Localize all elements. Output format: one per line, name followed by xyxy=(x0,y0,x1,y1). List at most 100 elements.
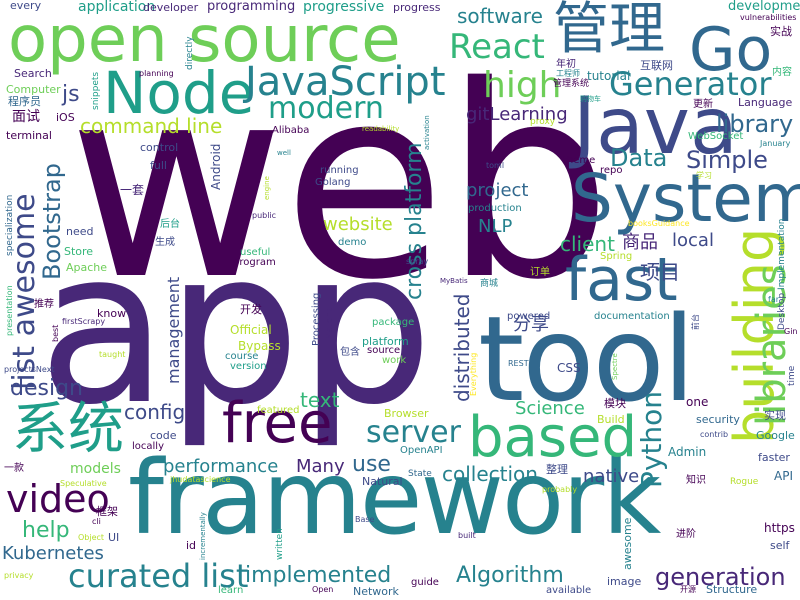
word-golang: Golang xyxy=(315,177,351,188)
word-toml: toml xyxy=(486,161,505,170)
word-image: image xyxy=(607,575,642,588)
word-documentation: documentation xyxy=(594,311,670,322)
word-incrementally: incrementally xyxy=(199,512,207,560)
word-fast: fast xyxy=(565,245,678,315)
word-based: based xyxy=(468,405,638,470)
word-useful: useful xyxy=(240,247,271,258)
word-yikuan: 一款 xyxy=(4,463,24,474)
word-probably: probably xyxy=(542,485,578,494)
word-browser: Browser xyxy=(384,407,429,420)
word-search: Search xyxy=(14,67,52,80)
word-package: package xyxy=(372,317,415,328)
word-system: System xyxy=(571,160,800,237)
word-open: Open xyxy=(312,585,334,594)
word-desktop: Desktop xyxy=(777,292,787,330)
word-material: Material xyxy=(325,303,335,340)
word-native: native xyxy=(583,466,640,487)
word-network: Network xyxy=(353,585,399,598)
word-library: library xyxy=(716,110,794,138)
word-progressive: progressive xyxy=(303,0,385,15)
word-cli: cli xyxy=(92,517,101,526)
word-xiangmu: 项目 xyxy=(640,260,680,284)
word-implementation: Implementation xyxy=(777,218,787,290)
word-shangpin: 商品 xyxy=(622,232,658,253)
word-need: need xyxy=(66,225,94,238)
word-javascript: JavaScript xyxy=(245,59,446,105)
word-cross-platform: cross platform xyxy=(402,142,427,300)
word-best: best xyxy=(51,324,60,342)
word-proxy: proxy xyxy=(530,117,556,127)
word-react: React xyxy=(449,27,545,67)
word-mybatis: MyBatis xyxy=(440,277,468,285)
word-version: version xyxy=(230,361,267,372)
word-vulnerabilities: vulnerabilities xyxy=(740,13,797,22)
word-performance: performance xyxy=(163,456,279,477)
word-yitao: 一套 xyxy=(120,183,145,197)
word-powered: powered xyxy=(507,311,551,322)
word-gongchengshi: 工程师 xyxy=(556,69,580,78)
word-developer: developer xyxy=(143,1,199,14)
word-course: course xyxy=(225,351,259,362)
word-xuexi: 学习 xyxy=(696,171,712,180)
word-production: production xyxy=(468,203,522,214)
word-security: security xyxy=(696,413,740,426)
word-chengxuyuan: 程序员 xyxy=(8,95,41,108)
word-shangcheng: 商城 xyxy=(480,279,499,289)
word-jinjie: 进阶 xyxy=(676,529,696,540)
word-software: software xyxy=(457,4,543,28)
word-zhengli: 整理 xyxy=(546,463,568,476)
word-help: help xyxy=(22,518,70,543)
word-openapi: OpenAPI xyxy=(400,445,443,456)
word-full: full xyxy=(150,159,167,172)
word-modern: modern xyxy=(268,91,384,126)
word-science: Science xyxy=(515,398,585,419)
word-learn: learn xyxy=(218,585,244,596)
word-apache: Apache xyxy=(66,261,108,274)
word-nianchu: 年初 xyxy=(556,59,576,70)
word-google: Google xyxy=(756,429,795,442)
word-websocket: WebSocket xyxy=(688,131,744,142)
word-awesome: awesome xyxy=(621,517,634,570)
word-repo: repo xyxy=(600,165,623,176)
word-zhishi: 知识 xyxy=(686,475,706,486)
word-gouwuche: 购物车 xyxy=(580,95,601,103)
word-running: running xyxy=(320,165,359,176)
word-node: Node xyxy=(103,59,255,127)
word-store: Store xyxy=(64,245,94,258)
word-https: https xyxy=(764,521,795,535)
word-available: available xyxy=(546,585,592,596)
word-privacy: privacy xyxy=(4,571,34,580)
word-directly: directly xyxy=(185,36,195,70)
word-kuangjia: 框架 xyxy=(96,505,118,518)
word-ios: iOS xyxy=(56,111,75,124)
word-shizhan: 实战 xyxy=(770,25,792,38)
word-january: January xyxy=(760,139,791,148)
word-spectre: Spectre xyxy=(611,353,619,380)
word-bypass: Bypass xyxy=(238,339,281,353)
word-control: control xyxy=(140,141,179,154)
word-tutorial: tutorial xyxy=(587,69,631,83)
word-local: local xyxy=(672,230,714,251)
word-development: development xyxy=(728,0,800,14)
word-collection: collection xyxy=(442,462,538,486)
word-base: Base xyxy=(355,515,375,524)
word-id: id xyxy=(186,539,197,552)
word-engine: engine xyxy=(263,176,271,200)
word-taught: taught xyxy=(99,350,126,359)
word-mianshi: 面试 xyxy=(12,109,40,125)
word-natural: Natural xyxy=(362,475,403,488)
word-nlp: NLP xyxy=(478,216,513,237)
word-curated-list: curated list xyxy=(68,557,249,595)
word-java: Java xyxy=(573,82,738,172)
word-kaifa: 开发 xyxy=(240,303,262,316)
word-command-line: command line xyxy=(80,114,223,138)
word-website: website xyxy=(323,214,393,235)
word-contrib: contrib xyxy=(700,430,729,439)
word-python: Python xyxy=(635,390,668,488)
word-mokuai: 模块 xyxy=(604,397,626,410)
word-spring: Spring xyxy=(600,251,633,262)
word-jhudatascience: jhudatascience xyxy=(170,475,231,484)
word-one: one xyxy=(686,395,709,409)
word-platform: platform xyxy=(362,335,409,348)
word-admin: Admin xyxy=(668,445,707,459)
